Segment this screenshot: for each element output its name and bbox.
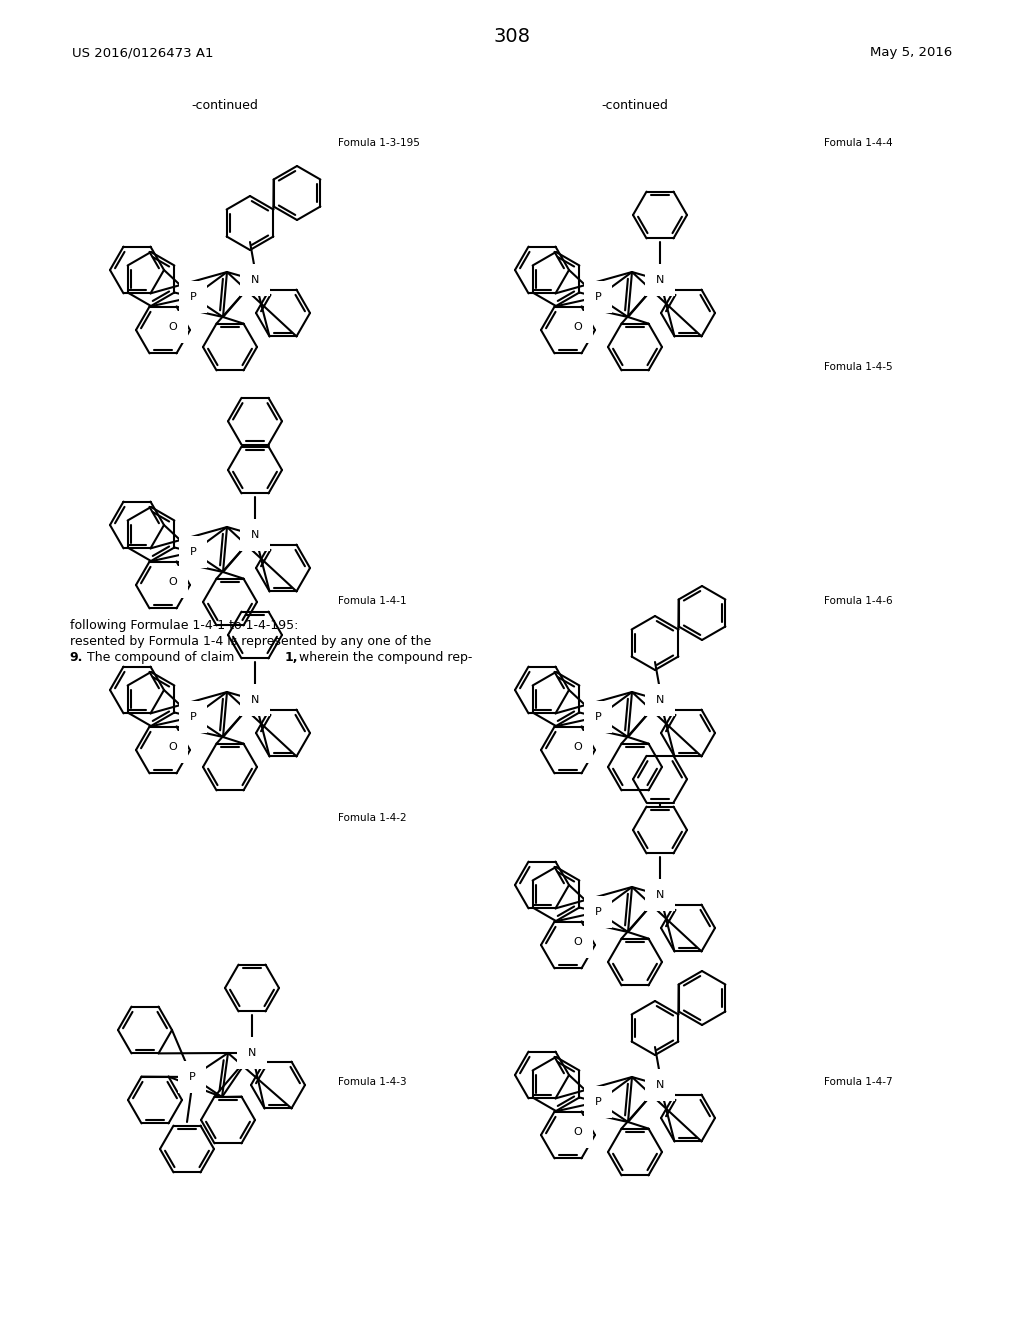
- Text: O: O: [573, 937, 583, 946]
- Text: 1,: 1,: [285, 651, 298, 664]
- Text: resented by Formula 1-4 is represented by any one of the: resented by Formula 1-4 is represented b…: [70, 635, 431, 648]
- Text: US 2016/0126473 A1: US 2016/0126473 A1: [72, 46, 213, 59]
- Text: Fomula 1-4-7: Fomula 1-4-7: [824, 1077, 893, 1088]
- Text: P: P: [595, 907, 601, 917]
- Text: N: N: [251, 696, 259, 705]
- Text: Fomula 1-4-6: Fomula 1-4-6: [824, 595, 893, 606]
- Text: O: O: [573, 322, 583, 333]
- Text: following Formulae 1-4-1 to 1-4-195:: following Formulae 1-4-1 to 1-4-195:: [70, 619, 298, 632]
- Text: Fomula 1-3-195: Fomula 1-3-195: [338, 137, 420, 148]
- Text: The compound of claim: The compound of claim: [87, 651, 234, 664]
- Text: O: O: [169, 322, 177, 333]
- Text: N: N: [655, 275, 665, 285]
- Text: -continued: -continued: [191, 99, 259, 112]
- Text: Fomula 1-4-4: Fomula 1-4-4: [824, 137, 893, 148]
- Text: O: O: [573, 742, 583, 752]
- Text: wherein the compound rep-: wherein the compound rep-: [299, 651, 472, 664]
- Text: N: N: [655, 890, 665, 900]
- Text: Fomula 1-4-2: Fomula 1-4-2: [338, 813, 407, 824]
- Text: Fomula 1-4-3: Fomula 1-4-3: [338, 1077, 407, 1088]
- Text: -continued: -continued: [601, 99, 669, 112]
- Text: N: N: [655, 696, 665, 705]
- Text: P: P: [595, 1097, 601, 1107]
- Text: N: N: [251, 275, 259, 285]
- Text: P: P: [189, 546, 197, 557]
- Text: N: N: [251, 531, 259, 540]
- Text: O: O: [169, 742, 177, 752]
- Text: N: N: [655, 1080, 665, 1090]
- Text: Fomula 1-4-1: Fomula 1-4-1: [338, 595, 407, 606]
- Text: Fomula 1-4-5: Fomula 1-4-5: [824, 362, 893, 372]
- Text: 308: 308: [494, 28, 530, 46]
- Text: O: O: [573, 1127, 583, 1137]
- Text: P: P: [595, 711, 601, 722]
- Text: N: N: [248, 1048, 256, 1059]
- Text: P: P: [188, 1072, 196, 1082]
- Text: P: P: [189, 711, 197, 722]
- Text: P: P: [595, 292, 601, 302]
- Text: O: O: [169, 577, 177, 587]
- Text: P: P: [189, 292, 197, 302]
- Text: May 5, 2016: May 5, 2016: [870, 46, 952, 59]
- Text: 9.: 9.: [70, 651, 83, 664]
